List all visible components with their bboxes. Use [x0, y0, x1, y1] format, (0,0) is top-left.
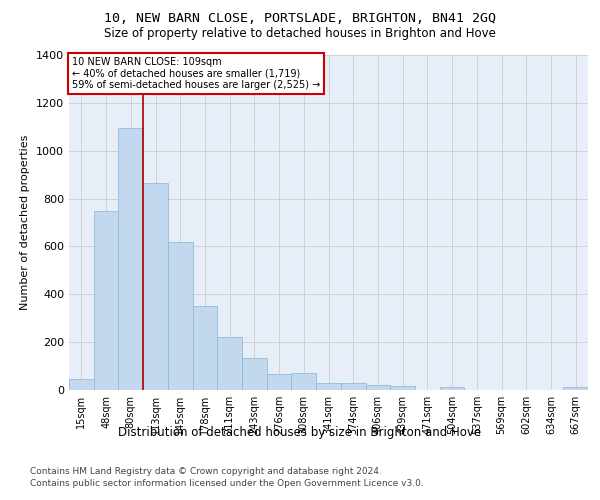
- Text: Distribution of detached houses by size in Brighton and Hove: Distribution of detached houses by size …: [118, 426, 482, 439]
- Text: 10, NEW BARN CLOSE, PORTSLADE, BRIGHTON, BN41 2GQ: 10, NEW BARN CLOSE, PORTSLADE, BRIGHTON,…: [104, 12, 496, 26]
- Text: Contains HM Land Registry data © Crown copyright and database right 2024.: Contains HM Land Registry data © Crown c…: [30, 468, 382, 476]
- Text: Contains public sector information licensed under the Open Government Licence v3: Contains public sector information licen…: [30, 479, 424, 488]
- Bar: [292, 373, 316, 390]
- Bar: [69, 378, 94, 390]
- Bar: [563, 387, 588, 390]
- Bar: [267, 374, 292, 390]
- Bar: [316, 383, 341, 390]
- Bar: [193, 306, 217, 390]
- Bar: [341, 383, 365, 390]
- Bar: [440, 387, 464, 390]
- Bar: [365, 385, 390, 390]
- Bar: [390, 386, 415, 390]
- Bar: [143, 183, 168, 390]
- Bar: [94, 210, 118, 390]
- Bar: [217, 337, 242, 390]
- Bar: [168, 242, 193, 390]
- Bar: [242, 358, 267, 390]
- Bar: [118, 128, 143, 390]
- Text: 10 NEW BARN CLOSE: 109sqm
← 40% of detached houses are smaller (1,719)
59% of se: 10 NEW BARN CLOSE: 109sqm ← 40% of detac…: [71, 56, 320, 90]
- Text: Size of property relative to detached houses in Brighton and Hove: Size of property relative to detached ho…: [104, 28, 496, 40]
- Y-axis label: Number of detached properties: Number of detached properties: [20, 135, 31, 310]
